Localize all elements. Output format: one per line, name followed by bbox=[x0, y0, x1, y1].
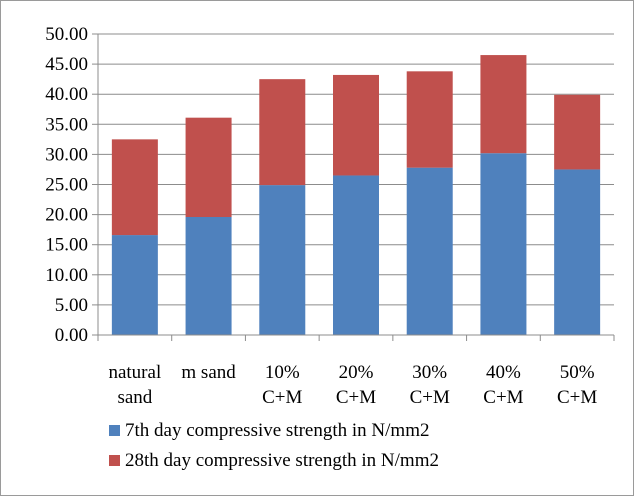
bars bbox=[111, 55, 601, 335]
x-category-label: C+M bbox=[410, 387, 450, 408]
legend-entry: 28th day compressive strength in N/mm2 bbox=[125, 450, 439, 471]
bar-28th-day bbox=[111, 139, 158, 236]
x-category-labels: natural sand m sand 10% C+M 20% C+M 30% C+M 40% C+… bbox=[108, 362, 597, 408]
y-tick-label: 40.00 bbox=[45, 84, 88, 105]
bar-7th-day bbox=[111, 235, 158, 335]
x-category-label: C+M bbox=[483, 387, 523, 408]
x-category-label: m sand bbox=[181, 362, 236, 383]
x-category-label: C+M bbox=[557, 387, 597, 408]
bar-28th-day bbox=[185, 117, 232, 218]
bar-7th-day bbox=[185, 217, 232, 335]
bar-7th-day bbox=[333, 175, 379, 335]
gridlines bbox=[98, 33, 614, 306]
legend: 7th day compressive strength in N/mm2 28t… bbox=[109, 420, 439, 471]
bar-28th-day bbox=[554, 94, 601, 170]
y-tick-label: 5.00 bbox=[55, 295, 88, 316]
y-tick-label: 45.00 bbox=[45, 54, 88, 75]
bar-7th-day bbox=[406, 167, 453, 335]
y-tick-label: 10.00 bbox=[45, 265, 88, 286]
y-tick-label: 50.00 bbox=[45, 24, 88, 45]
y-tick-labels: 0.00 5.00 10.00 15.00 20.00 25.00 30.00 35.00 40… bbox=[45, 24, 88, 346]
x-category-label: C+M bbox=[262, 387, 302, 408]
y-tick-label: 25.00 bbox=[45, 175, 88, 196]
axes bbox=[92, 33, 615, 341]
x-category-label: C+M bbox=[336, 387, 376, 408]
bar-28th-day bbox=[333, 74, 379, 176]
x-category-label: sand bbox=[117, 387, 152, 408]
y-tick-label: 15.00 bbox=[45, 235, 88, 256]
bar-28th-day bbox=[480, 55, 527, 154]
x-category-label: 30% bbox=[412, 362, 447, 383]
y-tick-label: 35.00 bbox=[45, 114, 88, 135]
legend-swatch bbox=[109, 425, 120, 436]
bar-28th-day bbox=[406, 71, 453, 168]
bar-28th-day bbox=[259, 79, 306, 186]
y-tick-label: 30.00 bbox=[45, 144, 88, 165]
x-category-label: 50% bbox=[560, 362, 595, 383]
bar-7th-day bbox=[480, 153, 527, 335]
legend-entry: 7th day compressive strength in N/mm2 bbox=[125, 420, 429, 441]
bar-7th-day bbox=[554, 169, 601, 335]
y-tick-label: 20.00 bbox=[45, 205, 88, 226]
legend-swatch bbox=[109, 455, 120, 466]
x-category-label: 40% bbox=[486, 362, 521, 383]
x-category-label: 20% bbox=[339, 362, 374, 383]
x-category-label: natural bbox=[108, 362, 161, 383]
x-category-label: 10% bbox=[265, 362, 300, 383]
y-tick-label: 0.00 bbox=[55, 325, 88, 346]
bar-7th-day bbox=[259, 185, 306, 335]
